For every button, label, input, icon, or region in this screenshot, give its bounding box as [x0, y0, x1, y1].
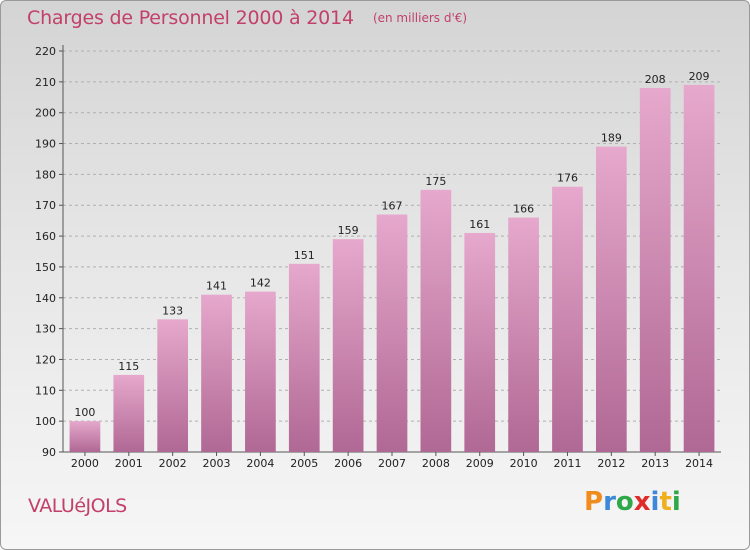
- bar-2006: [332, 239, 364, 452]
- bar-2014: [683, 84, 715, 452]
- bar-2012: [595, 146, 627, 452]
- logo-letter: i: [650, 487, 660, 517]
- bar-2005: [288, 263, 320, 452]
- logo-letter: t: [659, 487, 672, 517]
- data-label-2009: 161: [469, 218, 490, 231]
- y-tick-label: 100: [35, 415, 56, 428]
- x-tick-label: 2008: [422, 457, 450, 470]
- x-tick-label: 2002: [159, 457, 187, 470]
- x-tick-label: 2014: [685, 457, 713, 470]
- y-tick-label: 200: [35, 107, 56, 120]
- data-label-2001: 115: [118, 360, 139, 373]
- x-tick-label: 2003: [203, 457, 231, 470]
- x-tick-label: 2005: [290, 457, 318, 470]
- bar-2007: [376, 214, 408, 452]
- data-label-2013: 208: [645, 73, 666, 86]
- bar-2004: [245, 291, 276, 452]
- bar-2000: [69, 421, 101, 452]
- x-tick-label: 2001: [115, 457, 143, 470]
- y-tick-label: 180: [35, 168, 56, 181]
- data-label-2014: 209: [689, 70, 710, 83]
- x-tick-label: 2012: [597, 457, 625, 470]
- data-label-2010: 166: [513, 203, 534, 216]
- x-tick-label: 2013: [641, 457, 669, 470]
- y-tick-label: 220: [35, 45, 56, 58]
- data-label-2007: 167: [382, 199, 403, 212]
- data-label-2008: 175: [425, 175, 446, 188]
- logo-letter: x: [633, 487, 651, 517]
- data-label-2006: 159: [338, 224, 359, 237]
- logo-letter: P: [584, 487, 604, 517]
- logo-letter: o: [615, 487, 634, 517]
- x-tick-label: 2009: [466, 457, 494, 470]
- x-tick-label: 2011: [553, 457, 581, 470]
- y-tick-label: 170: [35, 199, 56, 212]
- bar-2011: [552, 186, 583, 452]
- data-label-2012: 189: [601, 132, 622, 145]
- chart-title: Charges de Personnel 2000 à 2014: [27, 7, 354, 29]
- data-label-2002: 133: [162, 304, 183, 317]
- x-tick-label: 2006: [334, 457, 362, 470]
- data-label-2011: 176: [557, 172, 578, 185]
- y-tick-label: 210: [35, 76, 56, 89]
- bar-2010: [508, 217, 539, 452]
- bar-2009: [464, 232, 496, 452]
- data-label-2000: 100: [74, 406, 95, 419]
- data-label-2003: 141: [206, 280, 227, 293]
- logo-letter: r: [603, 487, 616, 517]
- y-tick-label: 190: [35, 138, 56, 151]
- bar-2003: [201, 294, 232, 452]
- bar-2008: [420, 189, 452, 453]
- y-tick-label: 150: [35, 261, 56, 274]
- data-label-2005: 151: [294, 249, 315, 262]
- bar-2013: [639, 88, 671, 452]
- chart-header: Charges de Personnel 2000 à 2014 (en mil…: [27, 7, 467, 29]
- bar-2002: [157, 319, 189, 452]
- y-tick-label: 110: [35, 384, 56, 397]
- bars: [69, 84, 715, 453]
- y-tick-label: 160: [35, 230, 56, 243]
- proxiti-logo: Proxiti: [584, 487, 681, 517]
- commune-name: VALUéJOLS: [28, 495, 127, 517]
- bar-2001: [113, 374, 145, 452]
- logo-letter: i: [671, 487, 681, 517]
- y-tick-label: 120: [35, 353, 56, 366]
- x-tick-label: 2010: [510, 457, 538, 470]
- y-tick-label: 90: [42, 446, 56, 459]
- x-tick-label: 2000: [71, 457, 99, 470]
- y-tick-label: 140: [35, 292, 56, 305]
- x-tick-label: 2007: [378, 457, 406, 470]
- data-label-2004: 142: [250, 277, 271, 290]
- y-tick-label: 130: [35, 323, 56, 336]
- labels: 90 100 110 120 130 140 150 160 170 180 190 200 210 22…: [35, 45, 713, 470]
- chart-subtitle: (en milliers d'€): [372, 11, 468, 25]
- x-tick-label: 2004: [246, 457, 274, 470]
